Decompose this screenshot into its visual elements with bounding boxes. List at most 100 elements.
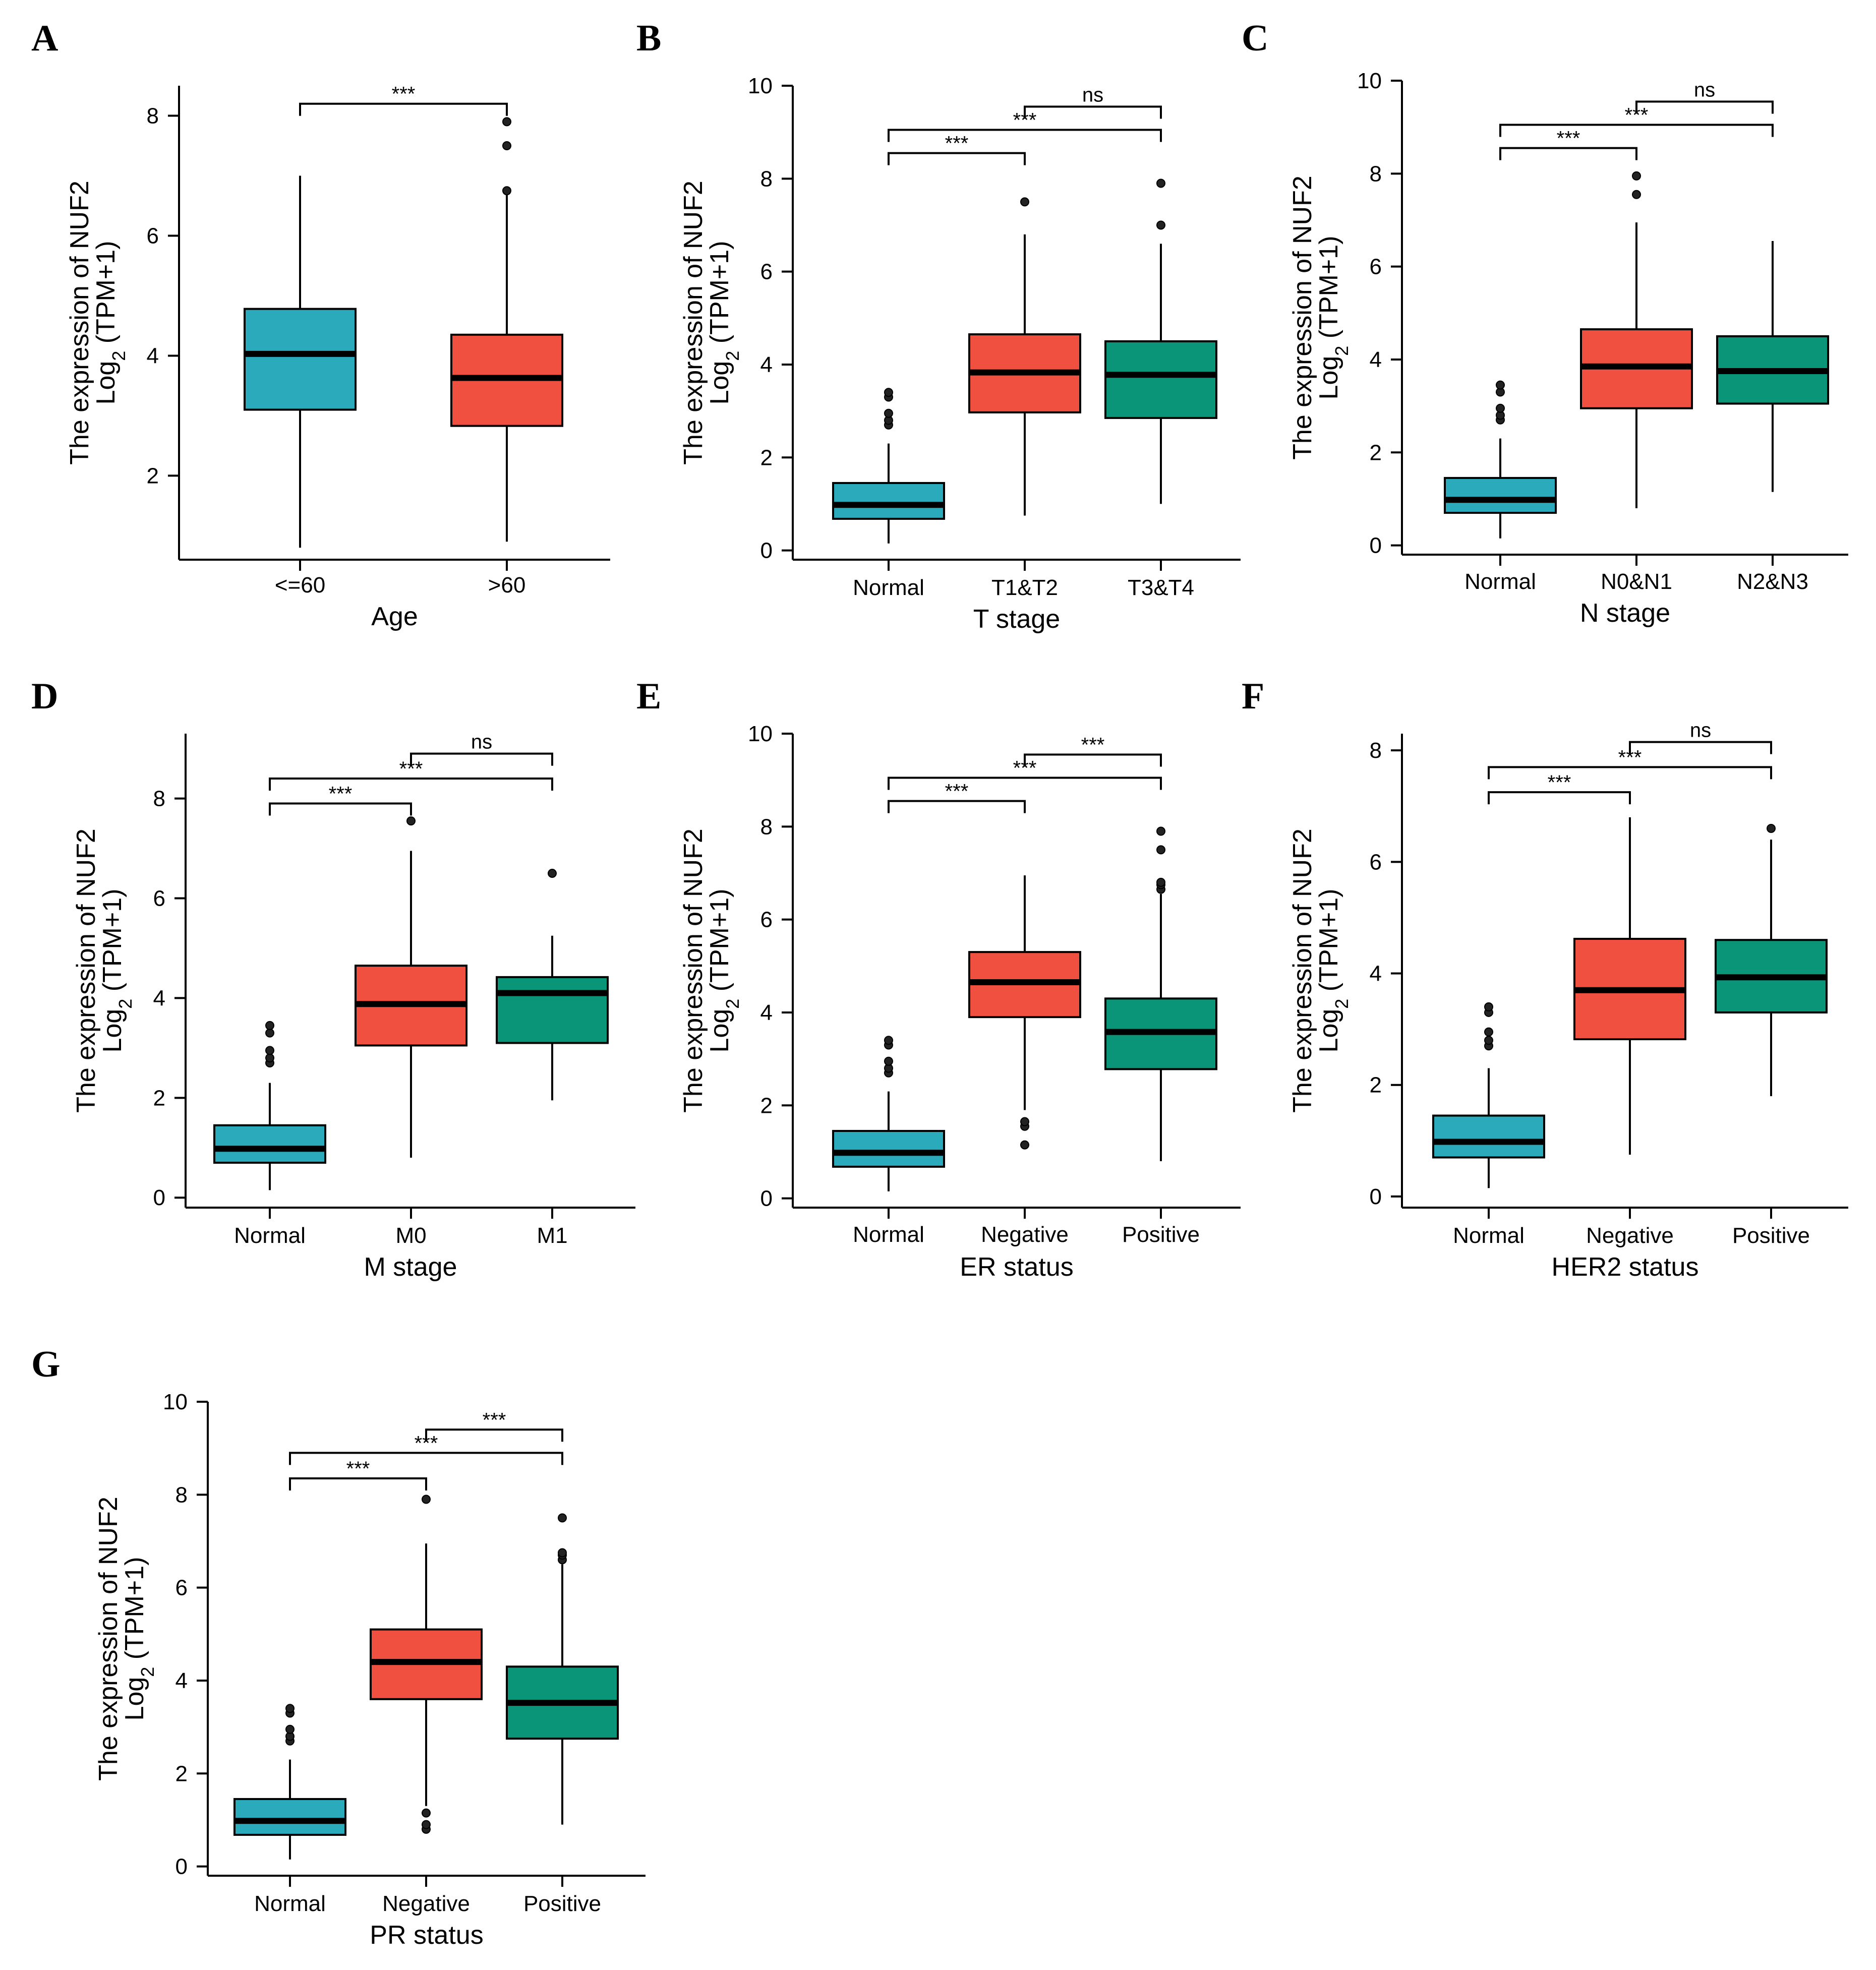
significance-label: ***	[483, 1409, 506, 1431]
x-tick-label: T3&T4	[1128, 575, 1194, 600]
bracket-line	[1499, 124, 1774, 137]
significance-bracket: ***	[269, 783, 412, 816]
x-axis-label: N stage	[1580, 599, 1670, 628]
y-axis-label-line1: The expression of NUF2	[1288, 175, 1317, 460]
bracket-line	[888, 152, 1026, 165]
box-iqr	[1432, 1114, 1545, 1159]
significance-bracket: ***	[888, 781, 1026, 813]
y-tick-label: 6	[1370, 255, 1382, 279]
significance-bracket: ***	[289, 1458, 427, 1491]
y-tick-label: 4	[175, 1668, 188, 1693]
bracket-line	[289, 1477, 427, 1491]
x-tick-label: T1&T2	[991, 575, 1058, 600]
box-normal	[832, 1036, 945, 1191]
significance-label: ns	[1694, 79, 1715, 101]
box-iqr	[496, 976, 609, 1044]
outlier-point	[548, 869, 557, 878]
panel-letter: E	[636, 676, 661, 717]
box-negative	[1573, 817, 1686, 1155]
box-iqr	[244, 308, 357, 411]
outlier-point	[422, 1808, 431, 1818]
y-axis-label-subscript: 2	[115, 999, 136, 1009]
bracket-line	[289, 1452, 563, 1465]
bracket-line	[1488, 766, 1772, 780]
significance-bracket: ns	[1635, 79, 1774, 114]
y-axis-label-suffix: (TPM+1)	[1314, 889, 1343, 999]
y-tick-label: 10	[163, 1390, 188, 1414]
box-n2-n3	[1716, 241, 1829, 492]
y-axis-label-suffix: (TPM+1)	[705, 889, 734, 999]
panel-c: C 0 2 4 6 8 10 Normal N0&N1 N2&N3 N stage The expre…	[1242, 18, 1848, 628]
bracket-line	[1488, 791, 1631, 805]
y-axis-label-line1: The expression of NUF2	[679, 181, 708, 465]
outlier-point	[1484, 1027, 1493, 1037]
outlier-point	[1632, 190, 1641, 199]
outlier-point	[1632, 171, 1641, 181]
box-m0	[355, 816, 467, 1158]
box-normal	[1432, 1002, 1545, 1188]
panel-letter: F	[1242, 676, 1264, 717]
y-tick-label: 2	[760, 445, 773, 470]
y-axis-label: The expression of NUF2Log2 (TPM+1)	[679, 828, 743, 1113]
significance-bracket: ***	[1024, 734, 1162, 767]
y-axis-label-suffix: (TPM+1)	[98, 889, 127, 999]
significance-bracket: ***	[888, 133, 1026, 165]
box--60	[450, 117, 563, 542]
panel-letter: A	[31, 18, 58, 59]
outlier-point	[1156, 826, 1165, 836]
box-positive	[1715, 824, 1828, 1096]
outlier-point	[558, 1513, 567, 1523]
y-axis-label-line1: The expression of NUF2	[65, 181, 94, 465]
outlier-point	[502, 186, 511, 196]
outlier-point	[1484, 1036, 1493, 1045]
y-axis-label-line1: The expression of NUF2	[94, 1497, 123, 1781]
y-tick-label: 6	[760, 908, 773, 932]
x-tick-label: >60	[488, 573, 526, 598]
y-tick-label: 2	[760, 1093, 773, 1118]
significance-bracket: ns	[1629, 720, 1772, 754]
y-tick-label: 8	[153, 787, 165, 811]
x-axis-label: HER2 status	[1552, 1252, 1699, 1282]
significance-label: ***	[945, 781, 969, 803]
y-axis-label-subscript: 2	[1331, 346, 1352, 356]
y-axis-label-line2: Log2 (TPM+1)	[120, 1557, 158, 1721]
y-tick-label: 6	[760, 260, 773, 284]
box-positive	[1104, 826, 1217, 1161]
bracket-line	[425, 1428, 563, 1442]
x-tick-label: Normal	[254, 1891, 326, 1916]
y-axis-label-line2: Log2 (TPM+1)	[705, 241, 743, 405]
significance-label: ***	[1548, 771, 1571, 794]
box-negative	[370, 1495, 483, 1834]
outlier-point	[1496, 403, 1505, 413]
y-tick-label: 8	[1370, 738, 1382, 763]
box-iqr	[233, 1798, 346, 1836]
box-iqr	[1104, 340, 1217, 419]
y-tick-label: 10	[1357, 69, 1382, 93]
box-normal	[233, 1704, 346, 1860]
y-tick-label: 4	[1370, 347, 1382, 372]
y-tick-label: 10	[748, 74, 773, 98]
y-axis-label-subscript: 2	[722, 351, 743, 361]
outlier-point	[1156, 178, 1165, 188]
outlier-point	[884, 408, 893, 418]
y-tick-label: 8	[147, 103, 159, 128]
significance-bracket: ***	[1499, 128, 1637, 160]
box-normal	[1444, 380, 1557, 539]
y-axis-label-line1: The expression of NUF2	[679, 828, 708, 1113]
significance-label: ns	[1082, 84, 1103, 106]
y-axis-label-line2: Log2 (TPM+1)	[1314, 236, 1352, 400]
outlier-point	[884, 1036, 893, 1045]
bracket-line	[299, 102, 508, 116]
y-tick-label: 6	[153, 886, 165, 911]
x-axis-label: Age	[371, 602, 418, 631]
outlier-point	[502, 141, 511, 150]
outlier-point	[285, 1724, 295, 1734]
box-iqr	[1444, 476, 1557, 514]
outlier-point	[265, 1046, 274, 1055]
bracket-line	[1024, 105, 1162, 119]
box-positive	[506, 1513, 619, 1825]
box-m1	[496, 869, 609, 1101]
y-axis-label-suffix: (TPM+1)	[705, 241, 734, 351]
outlier-point	[1156, 845, 1165, 855]
x-tick-label: Normal	[1464, 569, 1536, 594]
